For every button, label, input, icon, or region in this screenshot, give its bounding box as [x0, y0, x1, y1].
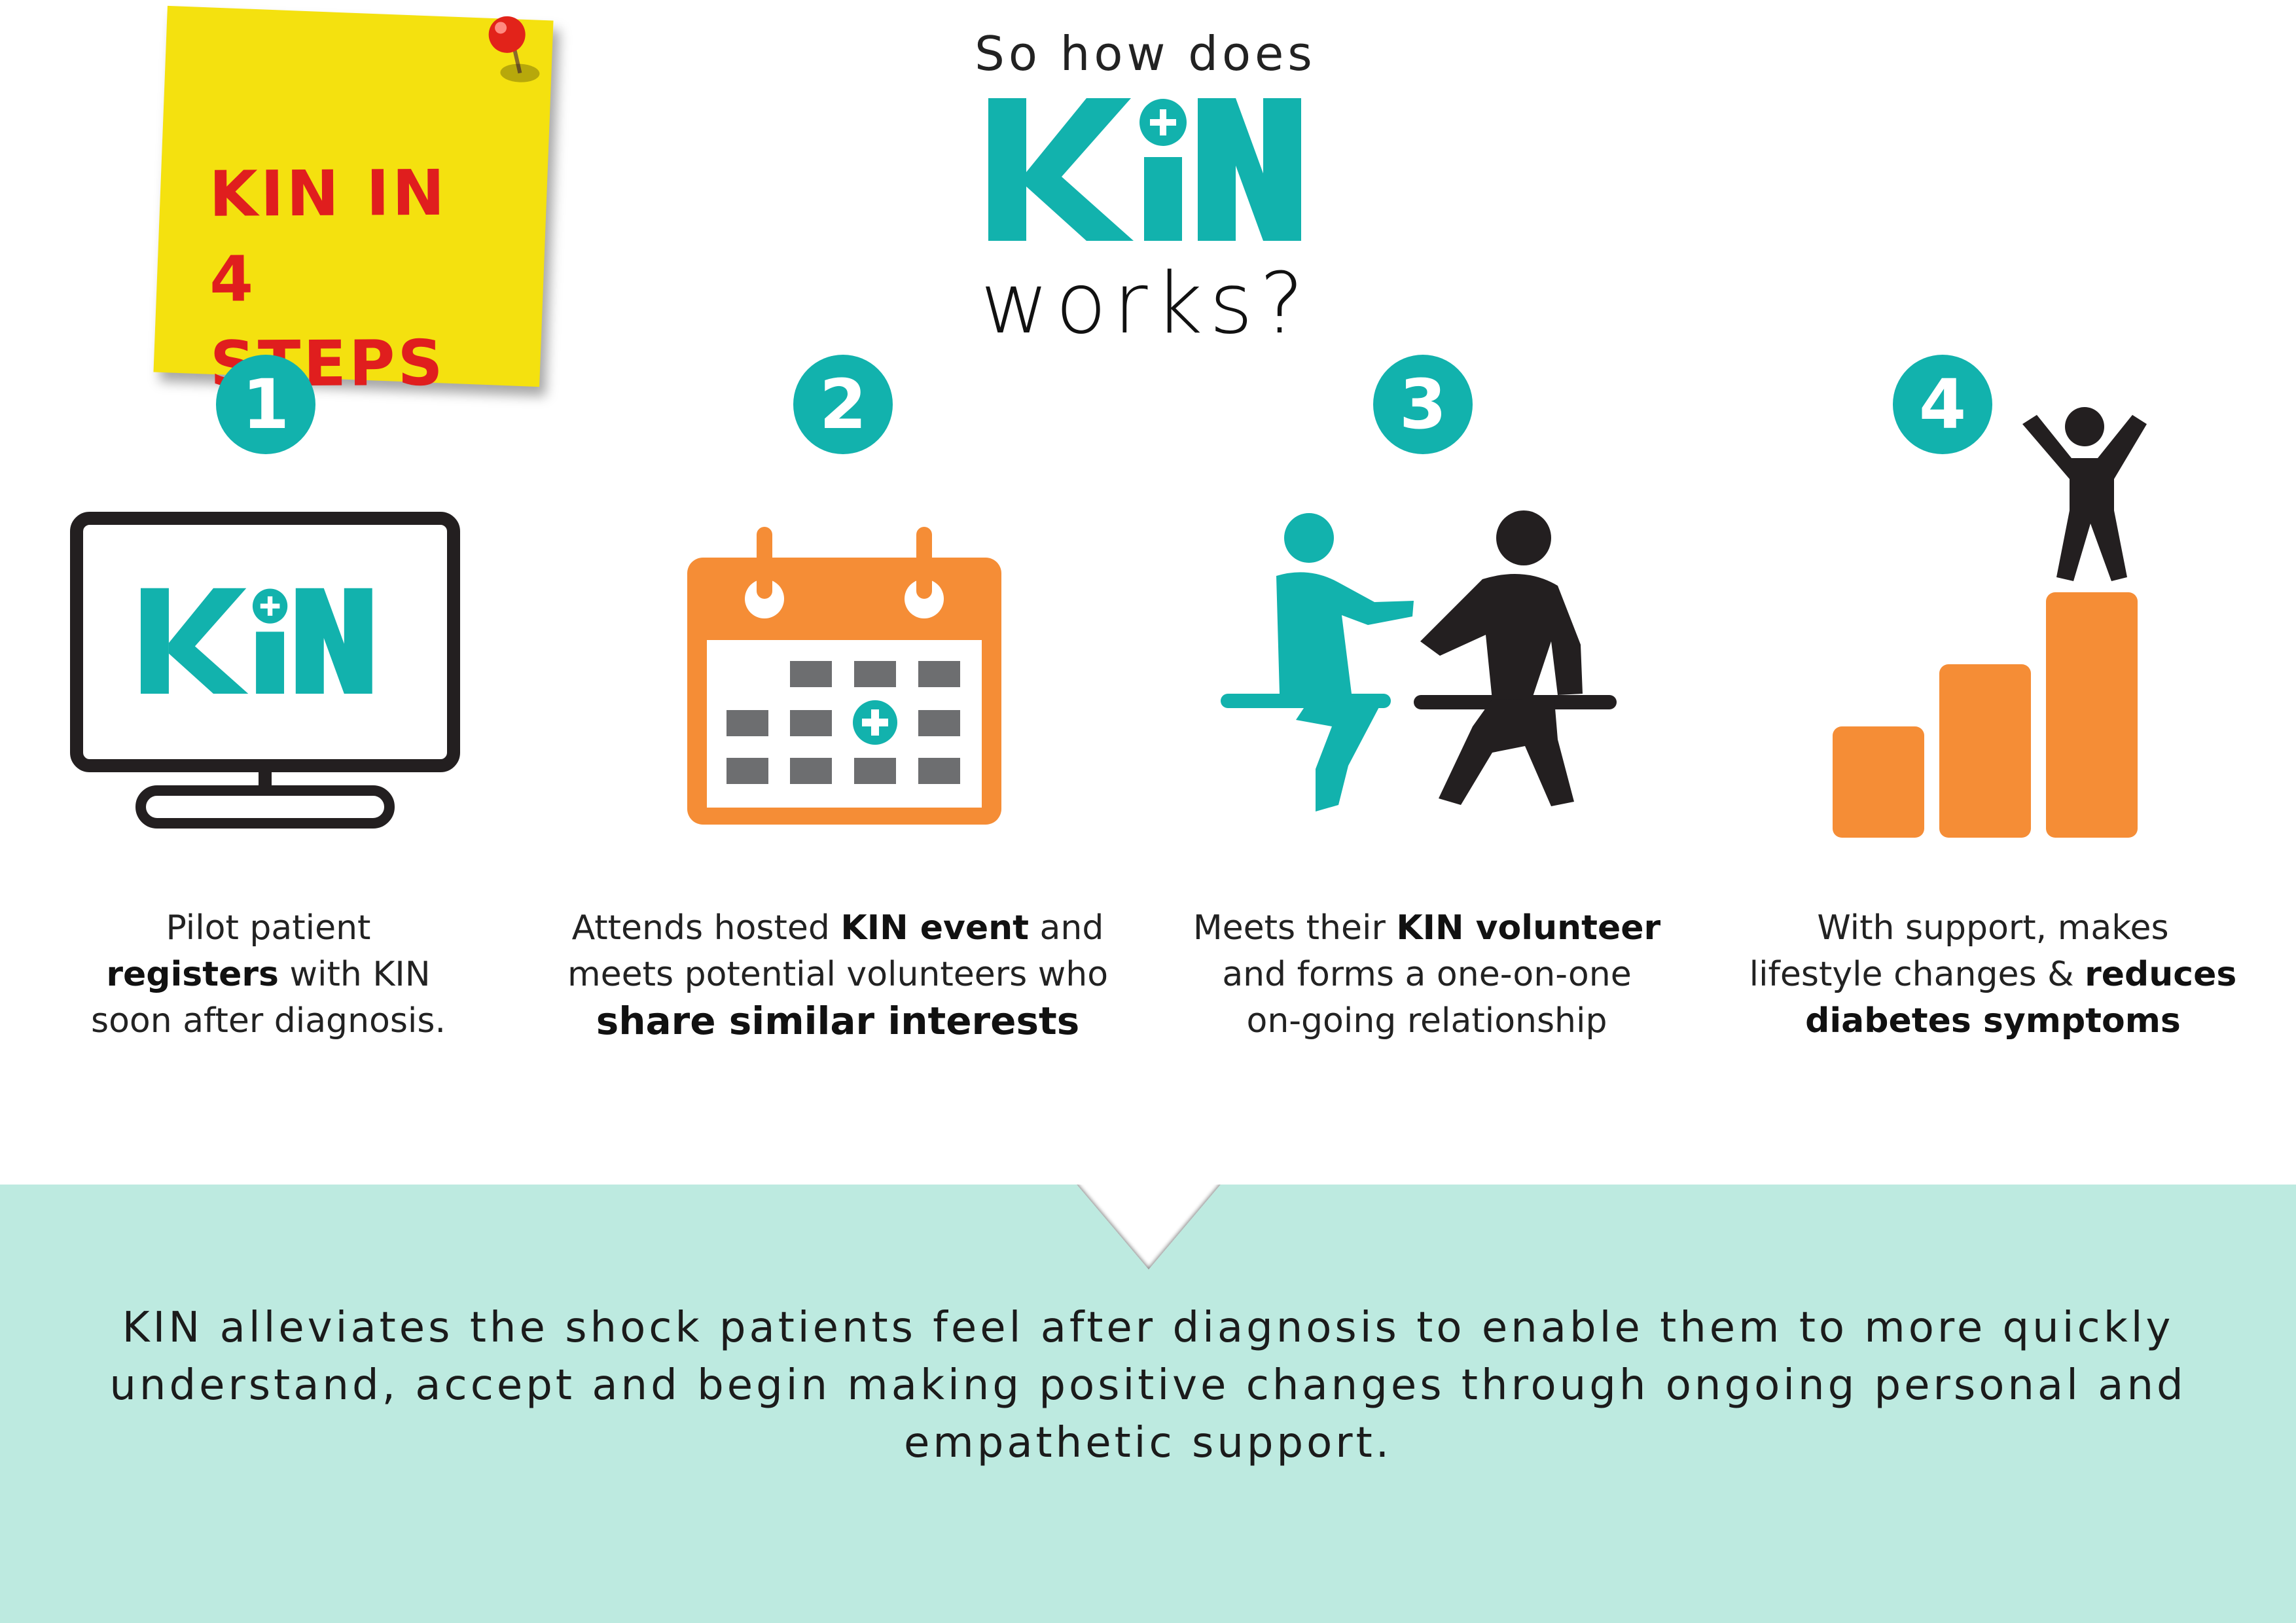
step-3-caption-line-2: and forms a one-on-one — [1222, 955, 1632, 994]
step-3-caption: Meets their KIN volunteer and forms a on… — [1165, 905, 1689, 1044]
step-1-caption-line-1: Pilot patient — [166, 908, 371, 948]
sticky-note: KIN IN 4 STEPS — [153, 5, 554, 401]
step-2-caption-line-3: share similar interests — [596, 999, 1080, 1043]
step-4-caption-line-1: With support, makes — [1817, 908, 2169, 948]
step-2-badge: 2 — [793, 355, 893, 454]
step-1-badge: 1 — [216, 355, 315, 454]
step-1-caption-line-3: soon after diagnosis. — [90, 1001, 446, 1041]
two-people-sitting-icon — [1221, 510, 1617, 812]
header-question-top: So how does — [975, 26, 1316, 81]
header-question-bottom: works? — [980, 255, 1311, 353]
step-1-caption-line-2: registers with KIN — [106, 955, 431, 994]
step-2-caption-line-1: Attends hosted KIN event and — [571, 908, 1104, 948]
step-2-caption-line-2: meets potential volunteers who — [567, 955, 1109, 994]
growth-bars-person-icon — [1833, 407, 2147, 838]
kin-logo — [988, 98, 1301, 241]
calendar-icon — [687, 527, 1001, 825]
step-4-caption: With support, makes lifestyle changes & … — [1715, 905, 2271, 1044]
step-2-caption: Attends hosted KIN event and meets poten… — [537, 905, 1139, 1044]
push-pin-icon — [488, 16, 540, 82]
summary-text: KIN alleviates the shock patients feel a… — [109, 1304, 2187, 1467]
step-4-badge: 4 — [1893, 355, 1992, 454]
step-3-caption-line-1: Meets their KIN volunteer — [1193, 908, 1661, 948]
summary-panel — [0, 1185, 2296, 1623]
step-3-caption-line-3: on-going relationship — [1246, 1001, 1607, 1041]
sticky-line-1: KIN IN — [209, 156, 448, 231]
monitor-with-kin-logo-icon — [70, 512, 460, 829]
step-3-badge: 3 — [1373, 355, 1473, 454]
step-4-caption-line-3: diabetes symptoms — [1805, 1001, 2181, 1041]
step-1-caption: Pilot patient registers with KIN soon af… — [43, 905, 494, 1044]
step-4-caption-line-2: lifestyle changes & reduces — [1749, 955, 2237, 994]
